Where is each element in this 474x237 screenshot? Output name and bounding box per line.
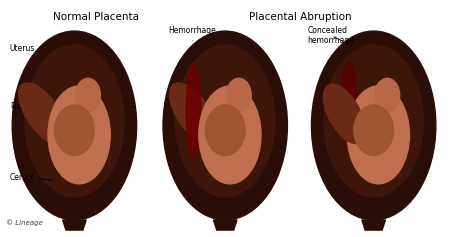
Text: Hemorrhage: Hemorrhage: [169, 26, 217, 41]
Ellipse shape: [18, 83, 67, 145]
Ellipse shape: [12, 31, 137, 220]
Polygon shape: [63, 220, 86, 230]
Ellipse shape: [205, 105, 245, 155]
Ellipse shape: [311, 31, 436, 220]
Ellipse shape: [227, 78, 251, 112]
Ellipse shape: [25, 45, 124, 197]
Ellipse shape: [199, 86, 261, 184]
Ellipse shape: [347, 86, 410, 184]
Text: Placenta: Placenta: [10, 102, 43, 111]
Ellipse shape: [323, 84, 365, 144]
Text: Concealed
hemorrhage: Concealed hemorrhage: [308, 26, 355, 45]
Ellipse shape: [324, 45, 423, 197]
Text: Cervix: Cervix: [10, 173, 53, 182]
Ellipse shape: [354, 105, 393, 155]
Ellipse shape: [55, 105, 94, 155]
Text: Placental Abruption: Placental Abruption: [249, 12, 352, 22]
Ellipse shape: [48, 86, 110, 184]
Text: Normal Placenta: Normal Placenta: [53, 12, 138, 22]
Ellipse shape: [175, 45, 275, 197]
Ellipse shape: [375, 78, 400, 112]
Ellipse shape: [169, 83, 218, 145]
Text: © Lineage: © Lineage: [6, 219, 43, 226]
Ellipse shape: [75, 78, 100, 112]
Text: Uterus: Uterus: [10, 44, 41, 53]
Polygon shape: [362, 220, 385, 230]
Ellipse shape: [186, 65, 201, 158]
Ellipse shape: [163, 31, 287, 220]
Polygon shape: [213, 220, 237, 230]
Ellipse shape: [341, 62, 357, 143]
